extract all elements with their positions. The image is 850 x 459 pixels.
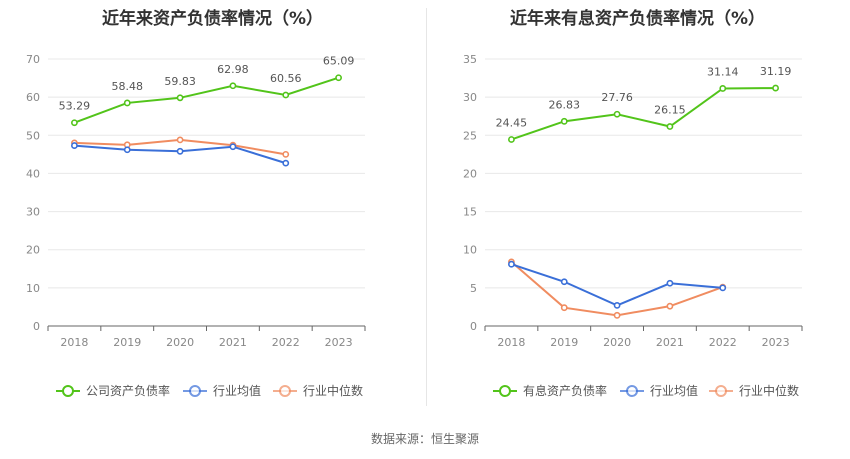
x-tick-label: 2022 [272,336,300,349]
y-tick-label: 15 [463,206,477,219]
data-label: 62.98 [217,63,249,76]
x-tick-label: 2023 [325,336,353,349]
data-point [229,143,237,151]
data-point [282,150,290,158]
y-tick-label: 30 [463,91,477,104]
legend-swatch-marker [279,385,291,397]
y-tick-label: 10 [463,244,477,257]
data-point [71,142,78,149]
legend-label: 公司资产负债率 [86,383,170,398]
data-point [176,136,184,144]
data-point [719,85,727,92]
data-label: 27.76 [601,91,633,104]
data-label: 58.48 [112,80,144,93]
x-tick-label: 2021 [656,336,684,349]
data-point [613,302,621,309]
legend-label: 行业中位数 [739,383,799,398]
data-label: 24.45 [496,116,528,129]
chart-title: 近年来资产负债率情况（%） [101,9,324,29]
legend-label: 行业均值 [213,383,261,398]
x-tick-label: 2023 [762,336,790,349]
data-label: 31.14 [707,65,739,78]
data-label: 31.19 [760,65,792,78]
y-tick-label: 10 [26,282,40,295]
data-point [335,74,342,82]
data-point [666,279,674,287]
data-label: 26.83 [549,98,581,111]
legend-swatch-marker [62,385,74,397]
data-point [123,99,131,107]
chart-panel-interest-bearing-debt-ratio: 近年来有息资产负债率情况（%） 0 5 10 15 20 25 30 35 2018 2019 20… [425,0,850,420]
data-label: 60.56 [270,72,302,85]
data-point [282,159,290,167]
panel-divider [426,8,427,406]
data-point [666,123,674,130]
y-tick-label: 5 [470,282,477,295]
data-point [282,91,290,99]
data-point [71,119,78,127]
series-line [74,76,339,124]
data-point [176,147,184,155]
data-point [719,284,727,292]
legend-label: 行业中位数 [303,383,363,398]
y-tick-label: 25 [463,129,477,142]
data-label: 59.83 [164,75,196,88]
data-point [772,84,779,92]
y-tick-label: 70 [26,53,40,66]
data-point [560,278,568,286]
x-tick-label: 2019 [550,336,578,349]
y-tick-label: 20 [463,167,477,180]
y-tick-label: 0 [470,320,477,333]
data-label: 53.29 [59,100,91,113]
legend-swatch-marker [715,385,727,397]
data-point [508,136,515,143]
y-tick-label: 30 [26,206,40,219]
y-tick-label: 20 [26,244,40,257]
chart-plot-interest-bearing-debt-ratio: 0 5 10 15 20 25 30 35 2018 2019 2020 2021 2022 2023 24… [463,53,803,398]
legend-swatch-marker [189,385,201,397]
x-tick-label: 2018 [60,336,88,349]
x-tick-label: 2020 [166,336,194,349]
chart-panel-debt-ratio: 近年来资产负债率情况（%） 0 10 20 30 40 50 60 70 2018 2019 202… [0,0,425,420]
data-point [229,82,237,90]
data-point [613,110,621,118]
legend-label: 有息资产负债率 [523,383,607,398]
legend-swatch-marker [499,385,511,397]
x-tick-label: 2018 [497,336,525,349]
data-point [508,260,515,268]
x-tick-label: 2021 [219,336,247,349]
y-tick-label: 35 [463,53,477,66]
data-point [560,304,568,312]
x-tick-label: 2019 [113,336,141,349]
legend-swatch-marker [626,385,638,397]
data-point [666,302,674,310]
data-label: 26.15 [654,104,686,117]
y-tick-label: 50 [26,129,40,142]
chart-title: 近年来有息资产负债率情况（%） [509,9,766,29]
y-tick-label: 40 [26,167,40,180]
series-line [511,87,776,141]
data-point [613,311,621,319]
chart-plot-debt-ratio: 0 10 20 30 40 50 60 70 2018 2019 2020 2021 2022 2023 5… [26,53,366,398]
data-label: 65.09 [323,55,355,68]
y-tick-label: 0 [33,320,40,333]
data-point [123,146,131,154]
y-tick-label: 60 [26,91,40,104]
data-source-note: 数据来源：恒生聚源 [370,432,479,446]
data-point [176,94,184,102]
x-tick-label: 2022 [709,336,737,349]
data-point [560,117,568,125]
legend-label: 行业均值 [650,383,698,398]
x-tick-label: 2020 [603,336,631,349]
